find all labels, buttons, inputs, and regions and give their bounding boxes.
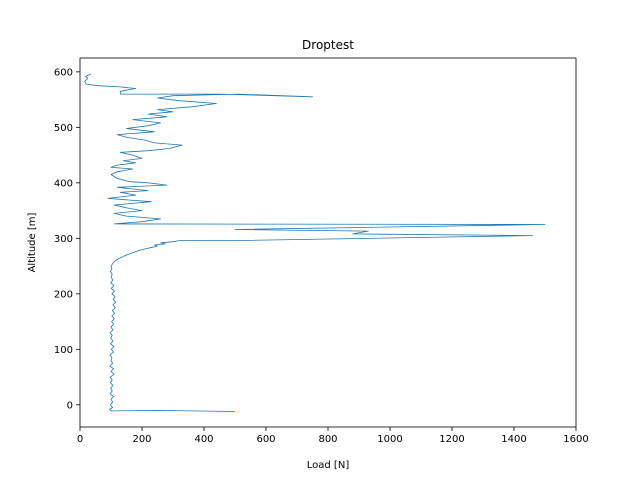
x-tick-label: 1000 bbox=[377, 434, 402, 445]
x-tick-label: 400 bbox=[194, 434, 213, 445]
y-axis-label: Altitude [m] bbox=[27, 213, 38, 273]
x-tick-label: 1400 bbox=[501, 434, 526, 445]
x-tick-label: 0 bbox=[77, 434, 83, 445]
x-tick-label: 600 bbox=[256, 434, 275, 445]
y-tick-label: 200 bbox=[54, 289, 73, 300]
x-axis-label: Load [N] bbox=[307, 460, 350, 471]
x-tick-label: 800 bbox=[318, 434, 337, 445]
chart-title: Droptest bbox=[302, 38, 354, 52]
series-line bbox=[84, 73, 546, 412]
plot-area bbox=[84, 73, 546, 412]
y-tick-label: 500 bbox=[54, 123, 73, 134]
y-tick-label: 0 bbox=[67, 400, 73, 411]
y-tick-label: 100 bbox=[54, 345, 73, 356]
x-axis: 0 200 400 600 800 1000 1200 1400 1600 bbox=[77, 427, 589, 445]
y-axis: 0 100 200 300 400 500 600 bbox=[54, 67, 80, 411]
x-tick-label: 1600 bbox=[563, 434, 588, 445]
x-tick-label: 1200 bbox=[439, 434, 464, 445]
x-tick-label: 200 bbox=[132, 434, 151, 445]
y-tick-label: 400 bbox=[54, 178, 73, 189]
y-tick-label: 300 bbox=[54, 234, 73, 245]
y-tick-label: 600 bbox=[54, 67, 73, 78]
